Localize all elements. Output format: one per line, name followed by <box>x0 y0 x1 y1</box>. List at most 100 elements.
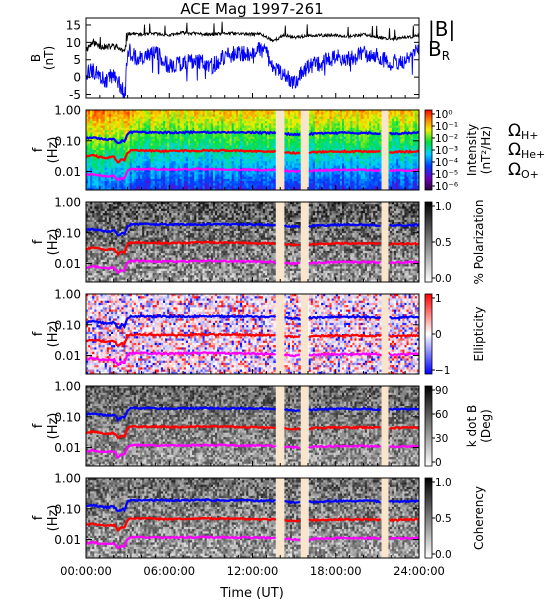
heatmap-cell <box>165 123 168 126</box>
heatmap-cell <box>294 145 297 149</box>
heatmap-cell <box>160 176 164 180</box>
heatmap-cell <box>131 114 135 118</box>
heatmap-cell <box>219 127 222 131</box>
heatmap-cell <box>240 112 243 115</box>
heatmap-cell <box>113 136 116 140</box>
heatmap-cell <box>125 156 129 160</box>
heatmap-cell <box>260 134 264 138</box>
heatmap-cell <box>142 121 145 124</box>
heatmap-cell <box>92 178 95 182</box>
heatmap-cell <box>119 123 122 126</box>
heatmap-cell <box>94 138 97 142</box>
heatmap-cell <box>138 138 141 142</box>
heatmap-cell <box>283 172 287 175</box>
heatmap-cell <box>256 161 260 164</box>
heatmap-cell <box>179 174 183 178</box>
heatmap-cell <box>289 165 293 169</box>
heatmap-cell <box>231 118 235 122</box>
heatmap-cell <box>254 143 258 146</box>
heatmap-cell <box>206 176 210 180</box>
heatmap-cell <box>271 136 274 140</box>
heatmap-cell <box>283 138 287 142</box>
heatmap-cell <box>163 183 166 186</box>
heatmap-cell <box>215 123 218 126</box>
heatmap-cell <box>296 167 299 171</box>
heatmap-cell <box>98 176 101 180</box>
heatmap-cell <box>227 121 230 124</box>
heatmap-cell <box>225 156 228 160</box>
heatmap-cell <box>252 143 255 146</box>
heatmap-cell <box>90 114 93 118</box>
heatmap-cell <box>173 170 176 173</box>
heatmap-cell <box>210 112 214 115</box>
heatmap-cell <box>262 165 266 169</box>
heatmap-cell <box>113 143 116 146</box>
heatmap-cell <box>179 114 183 118</box>
heatmap-cell <box>181 110 185 113</box>
heatmap-cell <box>117 136 120 140</box>
heatmap-cell <box>294 147 297 151</box>
heatmap-cell <box>219 143 222 146</box>
heatmap-cell <box>154 145 158 149</box>
heatmap-cell <box>152 118 156 122</box>
heatmap-cell <box>242 178 245 182</box>
heatmap-cell <box>123 152 126 155</box>
heatmap-cell <box>187 145 191 149</box>
heatmap-cell <box>165 156 168 160</box>
heatmap-cell <box>148 165 151 169</box>
heatmap-cell <box>267 123 270 126</box>
heatmap-cell <box>163 172 166 175</box>
heatmap-cell <box>225 154 228 158</box>
heatmap-cell <box>160 127 164 131</box>
heatmap-cell <box>246 147 249 151</box>
heatmap-cell <box>208 143 212 146</box>
heatmap-cell <box>235 163 239 166</box>
heatmap-cell <box>233 130 237 133</box>
heatmap-cell <box>163 158 166 162</box>
heatmap-cell <box>135 178 139 182</box>
heatmap-cell <box>119 174 122 178</box>
heatmap-cell <box>237 114 241 118</box>
heatmap-cell <box>221 156 224 160</box>
heatmap-cell <box>233 174 237 178</box>
heatmap-cell <box>204 145 208 149</box>
heatmap-cell <box>167 176 170 180</box>
heatmap-cell <box>113 112 116 115</box>
heatmap-cell <box>177 156 181 160</box>
heatmap-cell <box>173 125 176 129</box>
heatmap-cell <box>121 183 124 186</box>
heatmap-cell <box>152 138 156 142</box>
heatmap-cell <box>185 141 189 144</box>
heatmap-cell <box>119 145 122 149</box>
heatmap-cell <box>146 161 149 164</box>
heatmap-cell <box>125 163 129 166</box>
heatmap-cell <box>198 121 201 124</box>
heatmap-cell <box>106 154 110 158</box>
heatmap-cell <box>90 134 93 138</box>
heatmap-cell <box>156 147 160 151</box>
heatmap-cell <box>158 183 162 186</box>
heatmap-cell <box>258 181 262 184</box>
heatmap-cell <box>246 181 249 184</box>
heatmap-cell <box>283 185 287 189</box>
heatmap-cell <box>175 187 178 191</box>
heatmap-cell <box>229 110 233 113</box>
heatmap-cell <box>181 158 185 162</box>
heatmap-cell <box>231 110 235 113</box>
heatmap-cell <box>217 121 220 124</box>
heatmap-cell <box>254 114 258 118</box>
heatmap-cell <box>289 134 293 138</box>
heatmap-cell <box>250 165 253 169</box>
heatmap-cell <box>179 118 183 122</box>
heatmap-cell <box>100 150 104 153</box>
heatmap-cell <box>235 187 239 191</box>
heatmap-cell <box>123 136 126 140</box>
heatmap-cell <box>287 158 291 162</box>
heatmap-cell <box>142 125 145 129</box>
heatmap-cell <box>242 163 245 166</box>
heatmap-cell <box>254 138 258 142</box>
heatmap-cell <box>165 163 168 166</box>
heatmap-cell <box>86 138 89 142</box>
heatmap-cell <box>252 152 255 155</box>
heatmap-cell <box>133 121 137 124</box>
